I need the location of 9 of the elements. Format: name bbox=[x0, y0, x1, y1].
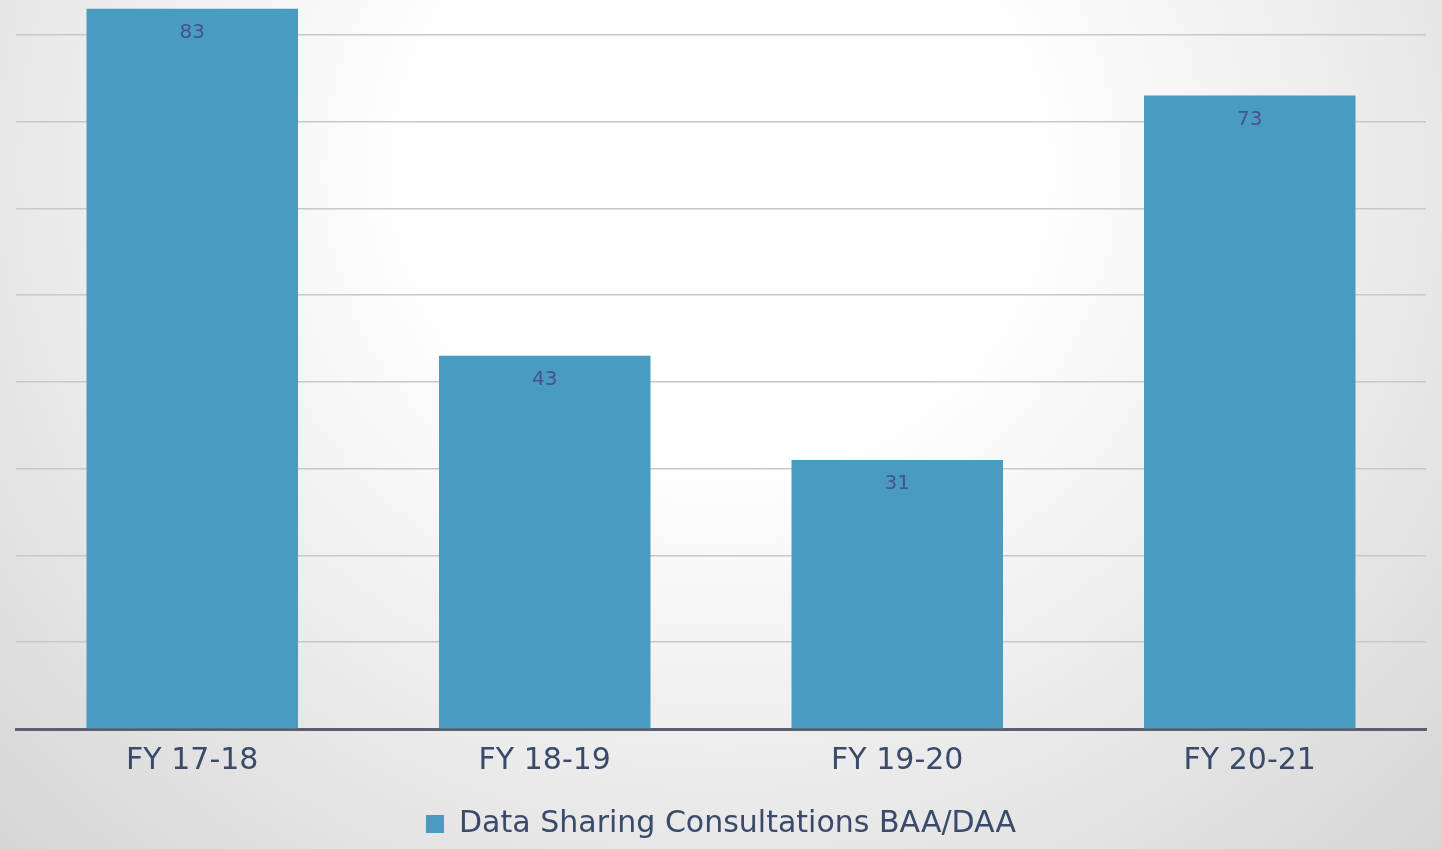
x-tick-label: FY 19-20 bbox=[831, 740, 964, 776]
data-label: 31 bbox=[884, 470, 910, 495]
data-label: 83 bbox=[179, 18, 205, 43]
legend-label: Data Sharing Consultations BAA/DAA bbox=[459, 803, 1017, 839]
data-label: 43 bbox=[532, 366, 558, 391]
x-tick-label: FY 18-19 bbox=[478, 740, 611, 776]
data-label: 73 bbox=[1237, 105, 1263, 130]
x-tick-label: FY 17-18 bbox=[126, 740, 259, 776]
x-tick-label: FY 20-21 bbox=[1183, 740, 1316, 776]
